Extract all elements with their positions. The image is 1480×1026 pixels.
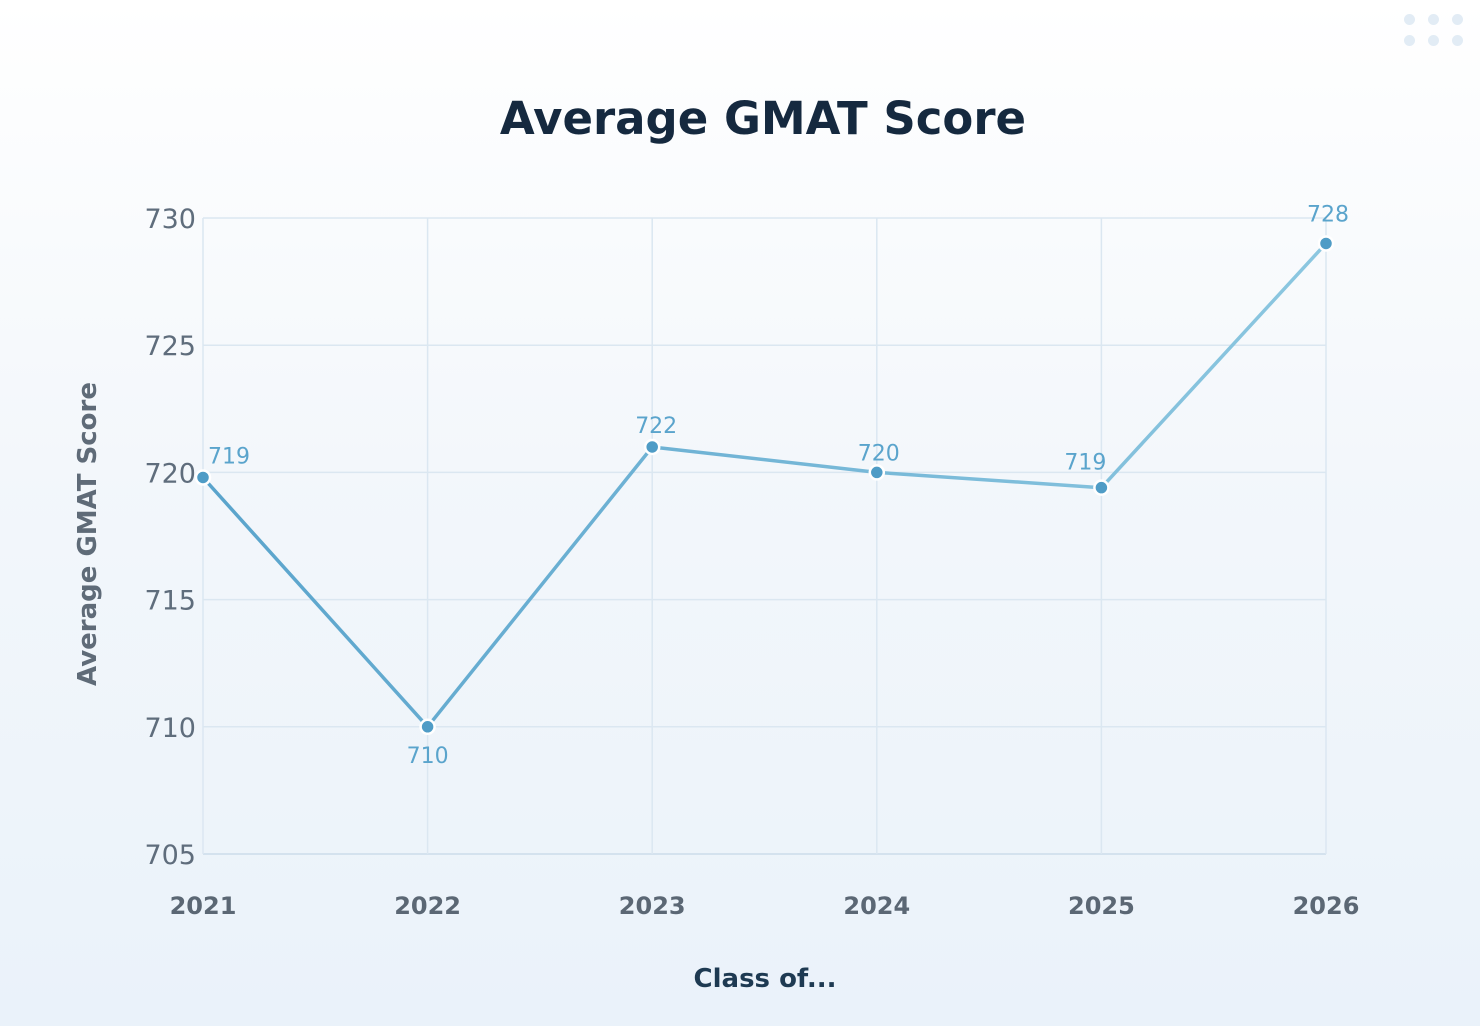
x-tick-label: 2022: [394, 892, 461, 920]
y-tick-label: 720: [144, 458, 196, 489]
dots-grid-icon: [1398, 8, 1470, 52]
data-point: [1317, 235, 1335, 252]
x-tick-label: 2024: [843, 892, 910, 920]
y-tick-label: 725: [144, 331, 196, 362]
x-tick-label: 2026: [1293, 892, 1360, 920]
series: 719 710 722 720 719 728: [194, 202, 1349, 769]
x-axis-label: Class of...: [694, 964, 837, 994]
x-tick-label: 2023: [619, 892, 686, 920]
grid: [202, 217, 1327, 855]
data-point: [1093, 479, 1110, 496]
y-axis-label: Average GMAT Score: [73, 382, 103, 686]
data-label: 722: [635, 414, 677, 439]
data-label: 710: [407, 744, 449, 769]
data-label: 728: [1307, 202, 1349, 227]
y-tick-label: 730: [144, 204, 196, 235]
data-point: [643, 438, 661, 456]
data-label: 719: [208, 444, 250, 469]
data-label: 720: [858, 441, 900, 466]
y-axis-ticks: 705 710 715 720 725 730: [144, 204, 196, 871]
y-tick-label: 715: [144, 586, 196, 617]
series-line: [201, 241, 1328, 729]
y-tick-label: 705: [144, 840, 196, 871]
y-tick-label: 710: [144, 713, 196, 744]
x-tick-label: 2021: [170, 892, 237, 920]
data-point: [194, 469, 212, 486]
chart-title: Average GMAT Score: [500, 92, 1026, 145]
x-tick-label: 2025: [1068, 892, 1135, 920]
data-point: [419, 718, 436, 736]
x-axis-ticks: 2021 2022 2023 2024 2025 2026: [170, 892, 1360, 920]
data-label: 719: [1064, 451, 1106, 476]
data-point: [868, 464, 886, 481]
